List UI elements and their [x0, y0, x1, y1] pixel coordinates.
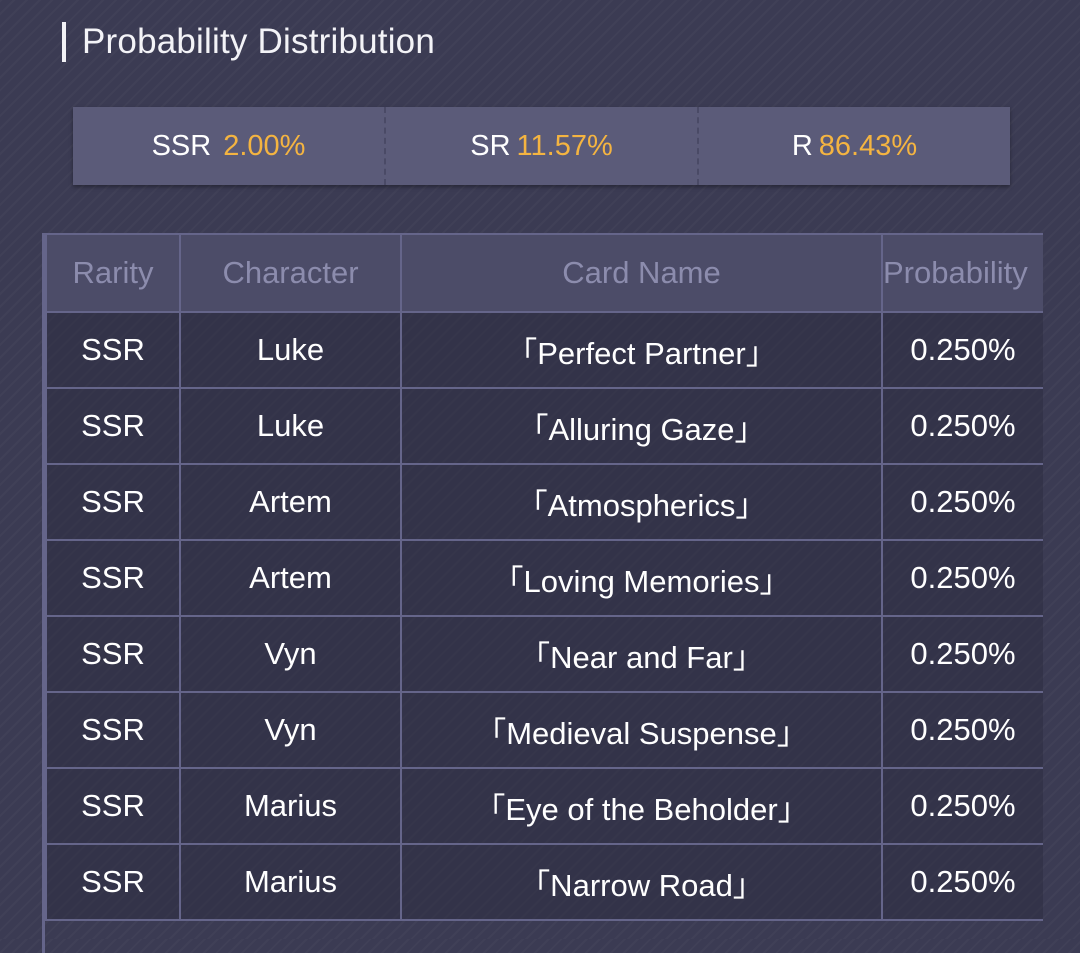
probability-table-container[interactable]: Rarity Character Card Name Probability S…	[42, 233, 1043, 953]
table-row: SSR Marius 「Eye of the Beholder」 0.250%	[45, 767, 1043, 845]
cell-card-name: 「Eye of the Beholder」	[400, 767, 883, 845]
cell-character: Vyn	[179, 691, 402, 769]
summary-label: SSR	[151, 129, 212, 162]
summary-value: 86.43%	[818, 129, 918, 162]
summary-label: R	[791, 129, 813, 162]
cell-probability: 0.250%	[881, 539, 1043, 617]
summary-sr: SR 11.57%	[384, 107, 697, 185]
title-accent-bar	[62, 22, 66, 62]
cell-card-name: 「Medieval Suspense」	[400, 691, 883, 769]
section-header: Probability Distribution	[62, 18, 435, 66]
cell-rarity: SSR	[45, 615, 181, 693]
cell-character: Marius	[179, 767, 402, 845]
header-character: Character	[179, 233, 402, 313]
table-row: SSR Luke 「Perfect Partner」 0.250%	[45, 311, 1043, 389]
header-card-name: Card Name	[400, 233, 883, 313]
table-header-row: Rarity Character Card Name Probability	[45, 233, 1043, 313]
cell-card-name: 「Loving Memories」	[400, 539, 883, 617]
table-row: SSR Artem 「Atmospherics」 0.250%	[45, 463, 1043, 541]
cell-character: Vyn	[179, 615, 402, 693]
cell-probability: 0.250%	[881, 311, 1043, 389]
cell-rarity: SSR	[45, 843, 181, 921]
rarity-summary-bar: SSR 2.00% SR 11.57% R 86.43%	[73, 107, 1010, 185]
table-row: SSR Vyn 「Medieval Suspense」 0.250%	[45, 691, 1043, 769]
summary-ssr: SSR 2.00%	[73, 107, 384, 185]
cell-rarity: SSR	[45, 311, 181, 389]
summary-value: 2.00%	[223, 129, 306, 162]
cell-character: Artem	[179, 463, 402, 541]
summary-value: 11.57%	[516, 129, 613, 162]
cell-card-name: 「Atmospherics」	[400, 463, 883, 541]
cell-character: Luke	[179, 311, 402, 389]
cell-character: Marius	[179, 843, 402, 921]
table-row: SSR Artem 「Loving Memories」 0.250%	[45, 539, 1043, 617]
cell-rarity: SSR	[45, 767, 181, 845]
cell-card-name: 「Perfect Partner」	[400, 311, 883, 389]
cell-rarity: SSR	[45, 463, 181, 541]
cell-card-name: 「Narrow Road」	[400, 843, 883, 921]
section-title: Probability Distribution	[82, 22, 436, 61]
table-row: SSR Luke 「Alluring Gaze」 0.250%	[45, 387, 1043, 465]
probability-table: Rarity Character Card Name Probability S…	[45, 233, 1043, 921]
cell-card-name: 「Near and Far」	[400, 615, 883, 693]
cell-probability: 0.250%	[881, 691, 1043, 769]
table-row: SSR Vyn 「Near and Far」 0.250%	[45, 615, 1043, 693]
summary-r: R 86.43%	[697, 107, 1010, 185]
cell-character: Luke	[179, 387, 402, 465]
cell-probability: 0.250%	[881, 387, 1043, 465]
cell-probability: 0.250%	[881, 843, 1043, 921]
cell-probability: 0.250%	[881, 767, 1043, 845]
header-probability: Probability	[881, 233, 1043, 313]
table-row: SSR Marius 「Narrow Road」 0.250%	[45, 843, 1043, 921]
cell-probability: 0.250%	[881, 615, 1043, 693]
cell-probability: 0.250%	[881, 463, 1043, 541]
cell-rarity: SSR	[45, 539, 181, 617]
header-rarity: Rarity	[45, 233, 181, 313]
cell-rarity: SSR	[45, 387, 181, 465]
summary-label: SR	[470, 129, 511, 162]
cell-character: Artem	[179, 539, 402, 617]
cell-card-name: 「Alluring Gaze」	[400, 387, 883, 465]
cell-rarity: SSR	[45, 691, 181, 769]
